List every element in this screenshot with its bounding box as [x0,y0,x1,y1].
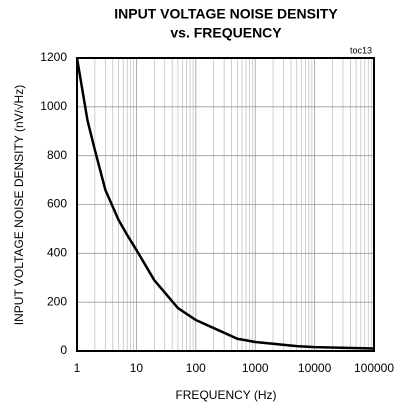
x-tick-label: 100 [186,361,206,375]
x-tick-label: 10000 [298,361,332,375]
y-tick-label: 1200 [40,50,67,64]
y-tick-label: 400 [47,246,67,260]
x-tick-label: 1 [74,361,81,375]
chart-title: INPUT VOLTAGE NOISE DENSITY [114,6,338,22]
y-axis-label: INPUT VOLTAGE NOISE DENSITY (nV/√Hz) [12,85,26,325]
y-tick-label: 800 [47,148,67,162]
x-tick-label: 100000 [354,361,394,375]
x-axis-label: FREQUENCY (Hz) [175,388,276,402]
line [75,57,375,350]
y-tick-label: 200 [47,294,67,308]
y-tick-label: 0 [60,343,67,357]
plot-frame [76,57,375,352]
y-tick-label: 1000 [40,99,67,113]
chart-subtitle: vs. FREQUENCY [170,25,282,41]
x-tick-label: 1000 [242,361,269,375]
x-tick-label: 10 [130,361,144,375]
annotation: toc13 [350,45,372,55]
y-tick-label: 600 [47,197,67,211]
